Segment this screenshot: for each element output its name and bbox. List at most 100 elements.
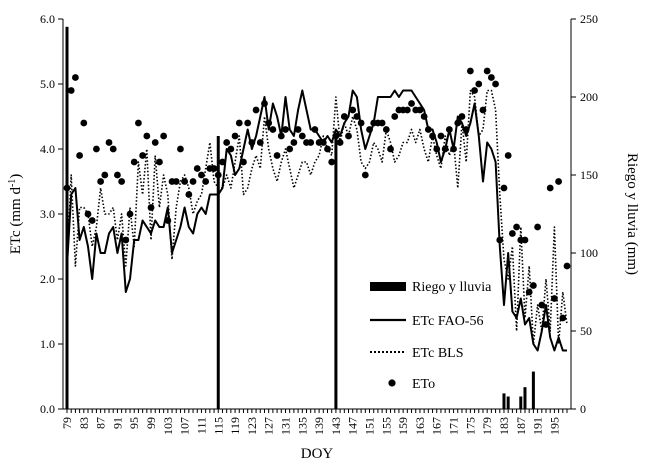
eto-point xyxy=(214,171,222,179)
eto-point xyxy=(97,178,105,185)
eto-point xyxy=(492,80,499,88)
eto-point xyxy=(487,74,495,81)
x-tick-label: 147 xyxy=(346,417,360,435)
riego-bar xyxy=(523,387,527,409)
eto-point xyxy=(324,145,331,153)
eto-point xyxy=(378,119,386,127)
eto-point xyxy=(328,158,336,166)
eto-point xyxy=(248,139,256,146)
left-tick-label: 2.0 xyxy=(40,272,55,286)
eto-point xyxy=(361,171,369,179)
eto-point xyxy=(471,87,478,94)
eto-point xyxy=(282,126,289,133)
legend: Riego y lluvia ETc FAO-56 ETc BLS ETo xyxy=(370,280,492,392)
eto-point xyxy=(466,67,474,75)
right-axis-ticks: 0 50 100 150 200 250 xyxy=(571,12,598,416)
eto-point xyxy=(177,145,184,153)
right-axis-title: Riego y lluvia (mm) xyxy=(624,153,640,275)
eto-point xyxy=(227,145,235,153)
eto-point xyxy=(437,132,445,140)
eto-point xyxy=(160,132,168,140)
left-tick-label: 5.0 xyxy=(40,77,55,91)
riego-bar xyxy=(334,136,338,409)
eto-point xyxy=(521,236,529,244)
eto-point xyxy=(126,210,134,218)
x-tick-label: 151 xyxy=(363,417,377,435)
eto-point xyxy=(458,113,466,120)
left-axis-title: ETc (mm d-1) xyxy=(7,174,24,255)
eto-point xyxy=(555,178,562,185)
eto-point xyxy=(366,126,373,133)
eto-point xyxy=(332,132,340,140)
riego-bar xyxy=(531,371,535,409)
legend-fao-label: ETc FAO-56 xyxy=(412,314,483,329)
eto-point xyxy=(403,106,411,114)
eto-point xyxy=(298,132,306,140)
eto-point xyxy=(172,178,180,185)
x-tick-label: 79 xyxy=(60,417,74,429)
eto-point xyxy=(559,314,567,322)
left-tick-label: 3.0 xyxy=(40,207,55,221)
legend-riego-swatch xyxy=(370,282,406,291)
x-tick-label: 159 xyxy=(396,417,410,435)
eto-point xyxy=(252,106,260,114)
x-tick-label: 143 xyxy=(329,417,343,435)
eto-point xyxy=(269,126,277,133)
eto-point xyxy=(479,106,487,114)
x-tick-label: 139 xyxy=(312,417,326,435)
eto-point xyxy=(307,139,315,146)
eto-point xyxy=(508,230,516,237)
eto-point xyxy=(202,178,210,185)
eto-point xyxy=(496,236,504,244)
eto-point xyxy=(265,119,273,127)
eto-point xyxy=(408,100,415,107)
riego-bar xyxy=(519,396,523,409)
eto-point xyxy=(151,139,159,146)
eto-point xyxy=(441,145,449,153)
eto-point xyxy=(193,165,201,172)
x-tick-label: 135 xyxy=(295,417,309,435)
x-tick-label: 107 xyxy=(178,417,192,435)
eto-point xyxy=(416,106,424,114)
x-tick-label: 83 xyxy=(77,417,91,429)
eto-point xyxy=(76,152,84,159)
eto-point xyxy=(185,191,193,198)
eto-point xyxy=(244,119,252,127)
eto-point xyxy=(357,119,365,127)
x-tick-label: 187 xyxy=(514,417,528,435)
legend-riego-label: Riego y lluvia xyxy=(412,280,492,295)
eto-point xyxy=(139,152,147,159)
eto-point xyxy=(198,171,205,179)
eto-point xyxy=(450,145,457,153)
eto-point xyxy=(273,152,281,159)
x-tick-label: 119 xyxy=(228,417,242,435)
x-tick-label: 131 xyxy=(278,417,292,435)
eto-point xyxy=(534,223,541,231)
eto-point xyxy=(433,145,441,153)
eto-point xyxy=(513,223,520,231)
eto-point xyxy=(261,100,268,107)
x-tick-label: 111 xyxy=(194,417,208,434)
eto-point xyxy=(235,119,243,127)
riego-bar xyxy=(502,393,506,409)
legend-eto-marker xyxy=(388,379,396,387)
eto-point xyxy=(311,126,319,133)
eto-point xyxy=(156,158,163,166)
eto-point xyxy=(105,139,113,146)
eto-point xyxy=(382,126,390,133)
eto-point xyxy=(164,217,172,224)
plot-area xyxy=(63,26,571,410)
eto-point xyxy=(219,158,226,166)
x-tick-label: 155 xyxy=(379,417,393,435)
x-tick-label: 183 xyxy=(497,417,511,435)
eto-point xyxy=(135,119,142,127)
eto-point xyxy=(462,126,470,133)
legend-eto-label: ETo xyxy=(412,377,435,392)
x-tick-label: 103 xyxy=(161,417,175,435)
eto-point xyxy=(109,145,117,153)
left-axis-title-main: ETc (mm d xyxy=(8,187,24,255)
eto-point xyxy=(429,132,436,140)
x-tick-label: 195 xyxy=(547,417,561,435)
eto-point xyxy=(72,74,79,81)
eto-point xyxy=(181,178,189,185)
